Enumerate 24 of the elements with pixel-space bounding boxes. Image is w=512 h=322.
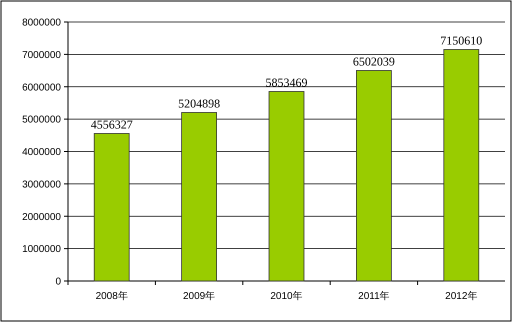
data-label: 6502039 bbox=[352, 54, 395, 68]
y-tick-label: 1000000 bbox=[22, 244, 62, 256]
y-tick-label: 6000000 bbox=[22, 82, 62, 94]
y-tick-label: 2000000 bbox=[22, 212, 62, 223]
y-tick-label: 8000000 bbox=[22, 18, 62, 28]
x-tick-label: 2009年 bbox=[182, 290, 216, 302]
y-tick-label: 0 bbox=[55, 276, 62, 288]
y-tick-label: 5000000 bbox=[22, 114, 62, 126]
x-tick-label: 2012年 bbox=[445, 290, 478, 302]
bar bbox=[356, 70, 392, 282]
x-tick-label: 2010年 bbox=[270, 290, 303, 302]
bar bbox=[181, 112, 217, 282]
y-tick-label: 7000000 bbox=[22, 50, 62, 61]
bar bbox=[443, 49, 480, 282]
data-label: 4556327 bbox=[90, 117, 133, 132]
bar bbox=[94, 133, 130, 282]
bar bbox=[268, 91, 304, 282]
x-tick-label: 2011年 bbox=[358, 290, 390, 302]
y-tick-label: 4000000 bbox=[22, 147, 62, 158]
data-label: 7150610 bbox=[440, 34, 482, 48]
x-tick-label: 2008年 bbox=[96, 290, 128, 302]
y-tick-label: 3000000 bbox=[22, 179, 62, 190]
data-label: 5853469 bbox=[266, 75, 308, 90]
data-label: 5204898 bbox=[178, 96, 220, 110]
